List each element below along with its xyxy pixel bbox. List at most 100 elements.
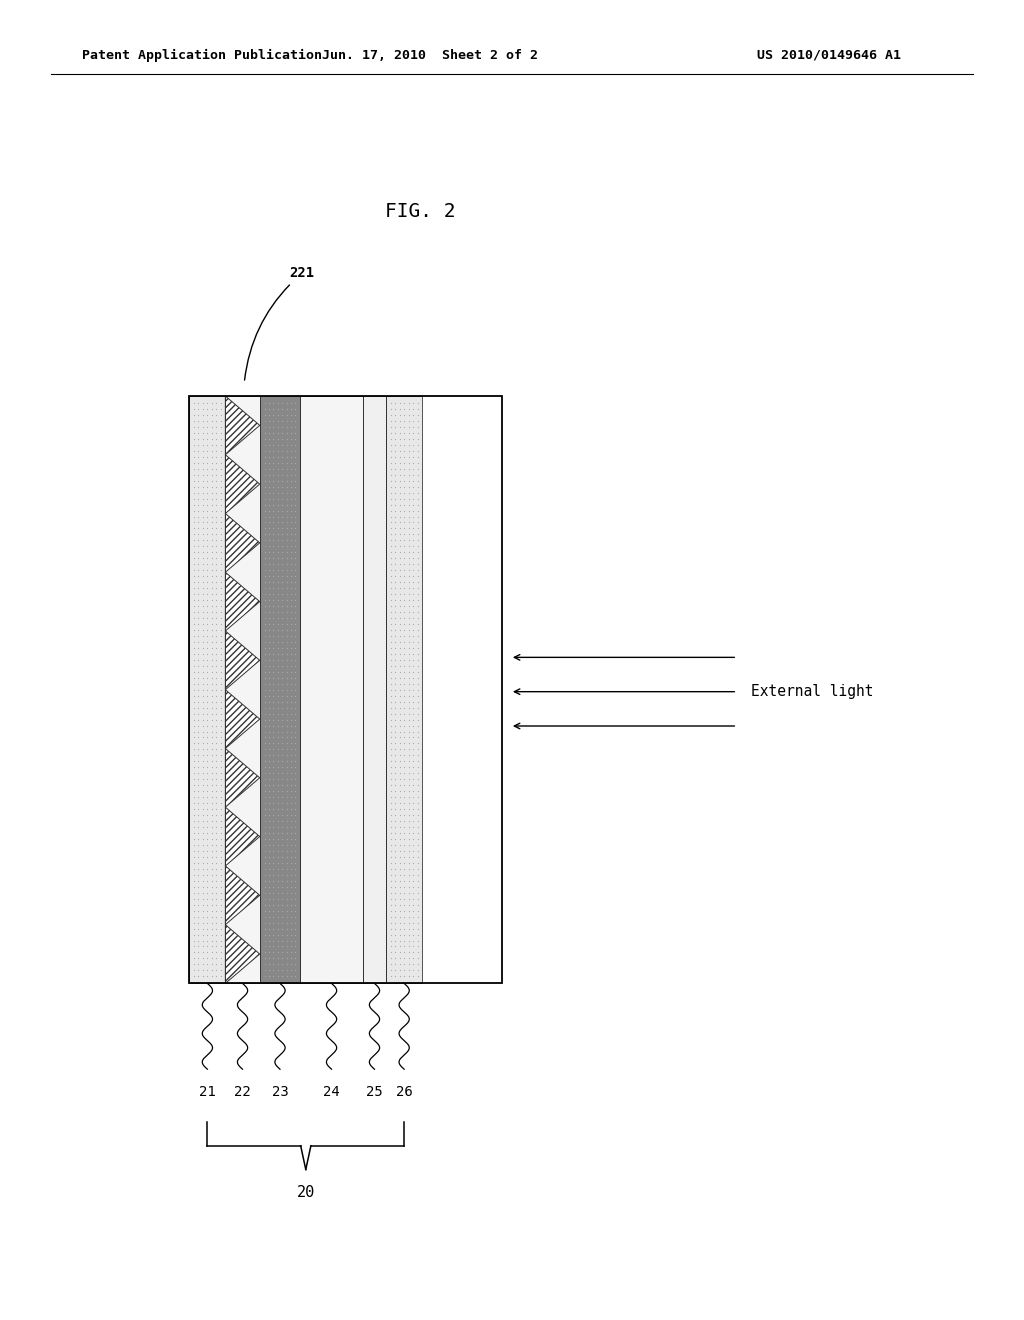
Point xyxy=(265,422,282,444)
Point xyxy=(396,775,413,796)
Point xyxy=(190,906,207,927)
Point xyxy=(269,727,286,748)
Point xyxy=(269,709,286,730)
Point xyxy=(288,541,304,562)
Point xyxy=(400,602,417,623)
Point xyxy=(396,488,413,510)
Point xyxy=(406,900,422,921)
Point xyxy=(256,553,272,574)
Point xyxy=(283,512,299,533)
Point xyxy=(256,715,272,737)
Point xyxy=(400,906,417,927)
Point xyxy=(400,865,417,886)
Point xyxy=(288,638,304,659)
Point xyxy=(391,678,408,700)
Point xyxy=(406,619,422,640)
Point xyxy=(410,441,426,462)
Point xyxy=(382,404,398,425)
Point xyxy=(185,631,202,652)
Point xyxy=(274,960,291,981)
Point xyxy=(283,441,299,462)
Point xyxy=(396,900,413,921)
Point xyxy=(288,500,304,521)
Point xyxy=(208,870,224,891)
Point xyxy=(288,900,304,921)
Point xyxy=(391,411,408,432)
Point xyxy=(279,541,295,562)
Point xyxy=(256,673,272,694)
Point xyxy=(265,541,282,562)
Point xyxy=(256,661,272,682)
Point xyxy=(382,678,398,700)
Point xyxy=(261,787,278,808)
Point xyxy=(279,614,295,635)
Point xyxy=(195,524,211,545)
Point xyxy=(190,619,207,640)
Point xyxy=(396,954,413,975)
Point xyxy=(396,882,413,903)
Point xyxy=(200,876,216,898)
Point xyxy=(208,404,224,425)
Point xyxy=(190,810,207,832)
Point xyxy=(406,500,422,521)
Point xyxy=(391,541,408,562)
Point xyxy=(391,709,408,730)
Point xyxy=(195,900,211,921)
Point xyxy=(391,841,408,862)
Point xyxy=(185,780,202,801)
Point xyxy=(387,692,403,713)
Point xyxy=(208,751,224,772)
Point xyxy=(195,876,211,898)
Point xyxy=(283,428,299,449)
Point xyxy=(204,619,220,640)
Point xyxy=(391,524,408,545)
Point xyxy=(200,494,216,515)
Point xyxy=(195,465,211,486)
Point xyxy=(382,477,398,498)
Point xyxy=(269,678,286,700)
Point xyxy=(213,810,229,832)
Point xyxy=(391,763,408,784)
Point xyxy=(190,787,207,808)
Point xyxy=(283,775,299,796)
Text: 23: 23 xyxy=(271,1085,289,1100)
Point xyxy=(265,590,282,611)
Point xyxy=(410,780,426,801)
Point xyxy=(391,865,408,886)
Point xyxy=(256,441,272,462)
Point xyxy=(391,614,408,635)
Point xyxy=(213,477,229,498)
Point xyxy=(279,876,295,898)
Point xyxy=(185,465,202,486)
Point xyxy=(200,446,216,467)
Point xyxy=(283,458,299,479)
Point xyxy=(269,548,286,569)
Point xyxy=(265,404,282,425)
Point xyxy=(410,756,426,777)
Point xyxy=(288,602,304,623)
Text: 221: 221 xyxy=(245,267,314,380)
Point xyxy=(274,560,291,581)
Point xyxy=(391,392,408,413)
Point xyxy=(406,506,422,527)
Point xyxy=(190,553,207,574)
Point xyxy=(400,900,417,921)
Point xyxy=(410,583,426,605)
Point xyxy=(200,756,216,777)
Point xyxy=(279,411,295,432)
Point xyxy=(387,805,403,826)
Text: US 2010/0149646 A1: US 2010/0149646 A1 xyxy=(757,49,901,62)
Point xyxy=(261,404,278,425)
Point xyxy=(261,870,278,891)
Point xyxy=(396,917,413,939)
Point xyxy=(190,614,207,635)
Point xyxy=(213,829,229,850)
Point xyxy=(382,643,398,664)
Point xyxy=(261,583,278,605)
Point xyxy=(279,917,295,939)
Point xyxy=(261,488,278,510)
Point xyxy=(410,841,426,862)
Point xyxy=(288,428,304,449)
Point xyxy=(279,775,295,796)
Point xyxy=(200,416,216,437)
